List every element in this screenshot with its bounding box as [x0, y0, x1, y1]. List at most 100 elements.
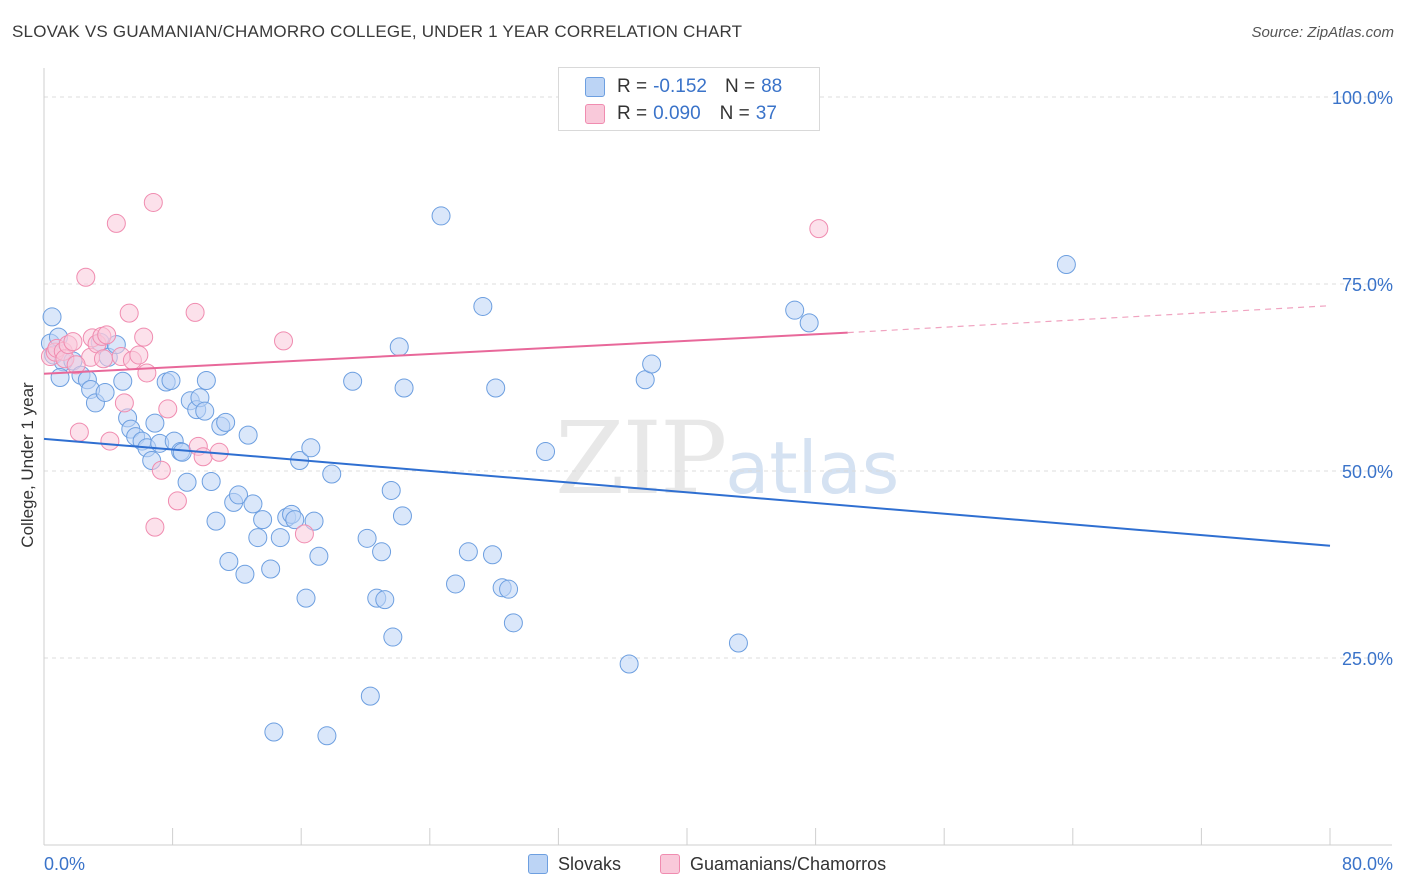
guamanians-point	[193, 447, 213, 467]
watermark: ZIPatlas	[555, 400, 899, 517]
slovaks-point	[642, 354, 662, 374]
guamanians-point	[151, 460, 171, 480]
slovaks-point	[264, 722, 284, 742]
slovaks-point	[503, 613, 523, 633]
slovaks-swatch	[585, 77, 605, 97]
slovaks-point	[431, 206, 451, 226]
guamanians-swatch	[585, 104, 605, 124]
guamanians-point	[167, 491, 187, 511]
chart-title: SLOVAK VS GUAMANIAN/CHAMORRO COLLEGE, UN…	[12, 22, 743, 41]
slovaks-point	[95, 382, 115, 402]
legend-row-guamanians: R = 0.090 N = 37	[585, 101, 777, 127]
slovaks-point	[372, 542, 392, 562]
slovaks-point	[50, 368, 70, 387]
guamanians-point	[129, 345, 149, 365]
slovaks-point	[389, 337, 409, 357]
slovaks-point	[799, 313, 819, 333]
slovaks-point	[238, 425, 258, 445]
slovaks-point	[458, 542, 478, 562]
slovaks-point	[113, 371, 133, 391]
guamanians-point	[93, 349, 113, 369]
legend-row-slovaks: R = -0.152 N = 88	[585, 74, 782, 100]
n-label: N =	[724, 76, 756, 97]
slovaks-point	[196, 370, 216, 390]
y-tick-label: 50.0%	[1342, 462, 1393, 482]
slovaks-point	[381, 480, 401, 500]
slovaks-legend-label: Slovaks	[558, 853, 622, 874]
correlation-legend: R = -0.152 N = 88 R = 0.090 N = 37	[558, 67, 820, 131]
n-value: 88	[761, 76, 783, 97]
slovaks-point	[219, 552, 239, 572]
watermark-zip: ZIP	[555, 400, 727, 517]
guamanians-point	[158, 399, 178, 419]
slovaks-point	[253, 510, 273, 530]
slovaks-point	[270, 528, 290, 548]
slovaks-trend-line	[43, 437, 1331, 547]
guamanians-point	[106, 213, 126, 233]
watermark-atlas: atlas	[725, 426, 900, 510]
slovaks-legend-swatch	[528, 854, 548, 874]
guamanians-point	[76, 267, 96, 287]
slovaks-point	[1056, 255, 1076, 275]
axes	[43, 68, 1392, 846]
slovaks-point	[235, 564, 255, 584]
guamanians-point	[274, 331, 294, 351]
guamanians-legend-label: Guamanians/Chamorros	[690, 853, 887, 874]
slovaks-point	[392, 506, 412, 526]
guamanians-point	[809, 219, 829, 239]
slovaks-point	[216, 412, 236, 432]
guamanians-point	[66, 355, 86, 375]
slovaks-point	[261, 559, 281, 579]
y-axis-label: College, Under 1 year	[18, 382, 37, 548]
x-tick-label: 0.0%	[44, 854, 85, 874]
guamanians-point	[185, 302, 205, 322]
slovaks-point	[357, 528, 377, 548]
slovaks-point	[536, 442, 556, 462]
guamanians-trend-extension	[847, 305, 1331, 334]
n-label: N =	[719, 103, 750, 124]
slovaks-point	[499, 579, 519, 599]
legend-item-slovaks: Slovaks	[528, 852, 621, 876]
slovaks-point	[243, 494, 263, 514]
slovaks-point	[486, 378, 506, 398]
slovaks-point	[473, 296, 493, 316]
r-value: 0.090	[653, 103, 701, 124]
source-credit: Source: ZipAtlas.com	[1251, 24, 1394, 41]
guamanians-legend-swatch	[660, 854, 680, 874]
y-tick-label: 25.0%	[1342, 649, 1393, 669]
legend-item-guamanians: Guamanians/Chamorros	[660, 852, 886, 876]
slovaks-point	[296, 588, 316, 608]
slovaks-point	[317, 726, 337, 746]
y-tick-label: 100.0%	[1332, 88, 1393, 108]
slovaks-point	[785, 300, 805, 320]
slovaks-point	[42, 307, 62, 327]
y-tick-labels: 25.0% 50.0% 75.0% 100.0%	[1332, 88, 1393, 669]
slovaks-point	[285, 510, 305, 530]
slovaks-point	[728, 633, 748, 653]
guamanians-point	[69, 422, 89, 442]
slovaks-point	[177, 472, 197, 492]
r-label: R =	[617, 76, 648, 97]
guamanians-point	[97, 325, 117, 345]
slovaks-point	[195, 401, 215, 421]
slovaks-point	[248, 528, 268, 548]
slovaks-point	[201, 471, 221, 491]
slovaks-point	[446, 574, 466, 594]
slovaks-point	[322, 464, 342, 484]
guamanians-point	[100, 431, 120, 451]
slovaks-point	[145, 413, 165, 433]
guamanians-trend-line	[43, 331, 848, 375]
n-value: 37	[755, 103, 777, 124]
slovaks-points	[40, 206, 1076, 746]
x-tick-labels: 0.0% 80.0%	[44, 854, 1393, 874]
slovaks-point	[172, 442, 192, 462]
slovaks-point	[360, 686, 380, 706]
slovaks-point	[309, 546, 329, 566]
guamanians-point	[119, 303, 139, 323]
guamanians-points	[40, 192, 829, 544]
trend-lines	[43, 305, 1331, 547]
guamanians-point	[145, 517, 165, 537]
slovaks-point	[301, 438, 321, 458]
guamanians-point	[143, 192, 163, 212]
